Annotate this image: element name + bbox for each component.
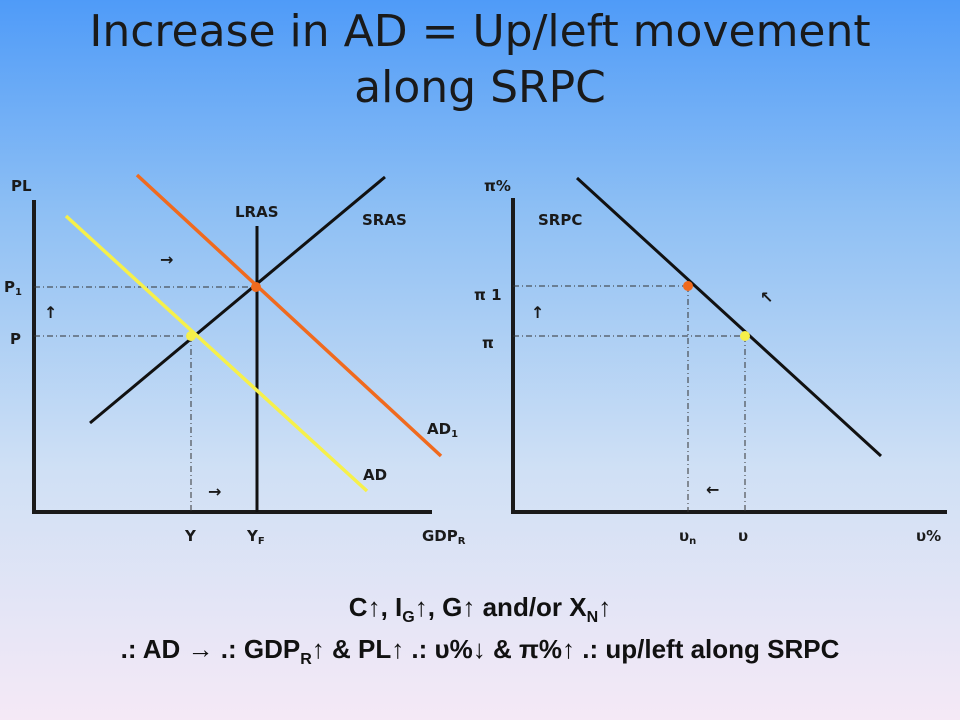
ad1-label: AD1 <box>427 420 458 440</box>
equilibrium-point-new <box>251 282 261 292</box>
srpc-label: SRPC <box>538 211 582 229</box>
equilibrium-point-initial <box>186 331 196 341</box>
un-label: υn <box>679 527 696 547</box>
pi-label: π <box>482 334 494 352</box>
srpc-line <box>575 176 883 458</box>
sras-label: SRAS <box>362 211 407 229</box>
u-label: υ <box>738 527 748 545</box>
ad-as-graph: PL LRAS SRAS P1 P AD1 AD Y YF GDPR → ↑ → <box>4 173 466 547</box>
srpc-point-new <box>683 281 693 291</box>
slide-title: Increase in AD = Up/left movement along … <box>0 4 960 116</box>
yf-label: YF <box>246 527 265 547</box>
sras-line <box>89 175 386 425</box>
pl-axis-label: PL <box>11 177 32 195</box>
srpc-graph: π% SRPC π 1 π υn υ υ% ↑ ↖ ← <box>474 176 947 547</box>
unemployment-axis-label: υ% <box>916 527 941 545</box>
srpc-point-initial <box>740 331 750 341</box>
pi1-label: π 1 <box>474 286 502 304</box>
arrow-up-icon: ↑ <box>531 303 544 322</box>
ad-label: AD <box>363 466 387 484</box>
explanation-line-2: .: AD → .: GDPR↑ & PL↑ .: υ%↓ & π%↑ .: u… <box>120 634 840 669</box>
arrow-up-icon: ↑ <box>44 303 57 322</box>
inflation-axis-label: π% <box>484 177 511 195</box>
explanation-line-1: C↑, IG↑, G↑ and/or XN↑ <box>348 592 612 627</box>
arrow-upleft-icon: ↖ <box>760 288 773 307</box>
arrow-right-icon: → <box>208 482 221 501</box>
title-line-2: along SRPC <box>354 62 606 113</box>
arrow-left-icon: ← <box>706 480 719 499</box>
p1-label: P1 <box>4 278 22 298</box>
gdp-axis-label: GDPR <box>422 527 466 547</box>
y-label: Y <box>184 527 197 545</box>
ad-line <box>64 214 369 493</box>
arrow-right-icon: → <box>160 250 173 269</box>
p-label: P <box>10 330 21 348</box>
ad1-line <box>135 173 443 458</box>
lras-label: LRAS <box>235 203 279 221</box>
title-line-1: Increase in AD = Up/left movement <box>89 6 871 57</box>
